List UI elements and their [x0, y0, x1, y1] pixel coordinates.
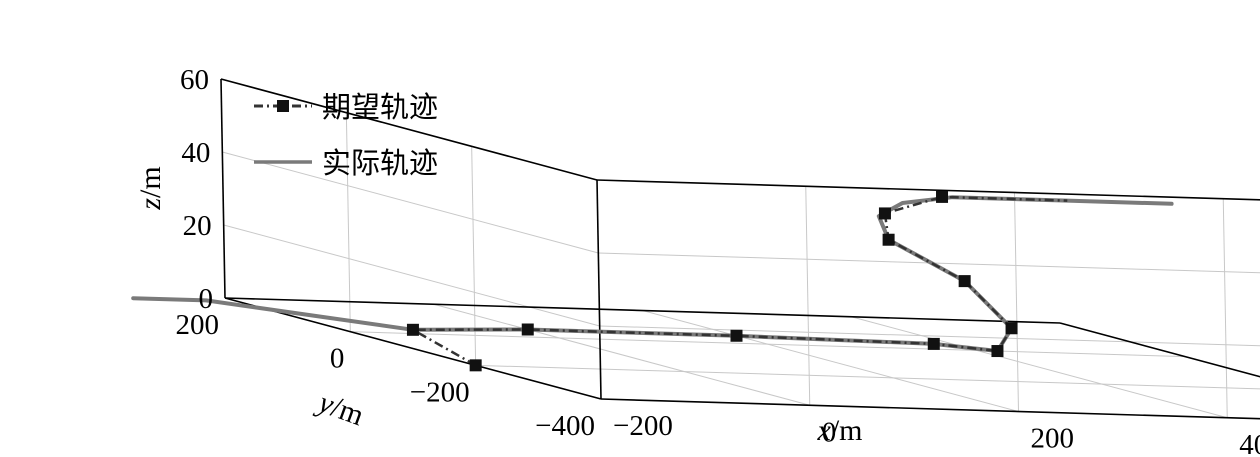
- grid-floor-y: [350, 331, 1186, 358]
- y-axis-label: y/m: [312, 385, 368, 432]
- legend-label-desired: 期望轨迹: [322, 90, 438, 124]
- grid-floor-x: [1059, 322, 1260, 378]
- desired-marker-point: [991, 345, 1004, 358]
- frame-edge: [224, 297, 1061, 324]
- z-tick-label: 0: [199, 283, 214, 315]
- grid-side-z: [222, 151, 599, 254]
- legend: 期望轨迹 实际轨迹: [254, 90, 438, 180]
- grid-side-y: [345, 112, 351, 332]
- y-tick-label: 200: [176, 309, 220, 341]
- z-axis-label: z/m: [134, 166, 167, 210]
- grid-floor-x: [851, 316, 1228, 419]
- legend-label-actual: 实际轨迹: [322, 146, 438, 180]
- z-axis-label-unit: /m: [134, 166, 167, 198]
- x-tick-label: 400: [1239, 429, 1260, 457]
- desired-marker-point: [927, 337, 940, 350]
- desired-marker-point: [469, 359, 482, 372]
- x-tick-label: 200: [1031, 423, 1075, 455]
- desired-marker-point: [882, 233, 895, 246]
- desired-marker-point: [730, 329, 743, 342]
- x-axis-label-var: x: [817, 414, 832, 447]
- desired-marker-point: [958, 275, 971, 288]
- y-tick-label: −200: [410, 376, 470, 408]
- frame-edge: [220, 78, 598, 181]
- frame-edge: [596, 179, 602, 400]
- x-tick-label: 0: [822, 416, 837, 448]
- frame-edge: [1059, 322, 1260, 378]
- grid-back-x: [1222, 198, 1228, 418]
- axes-frame: [220, 78, 1260, 420]
- y-tick-label: 0: [330, 343, 345, 375]
- x-axis-label-unit: /m: [831, 414, 863, 447]
- y-tick-label: −400: [535, 410, 595, 442]
- z-axis-label-var: z: [134, 198, 167, 211]
- grid-back-x: [1014, 192, 1019, 412]
- grid-side-z: [223, 224, 600, 327]
- series-desired-line: [411, 195, 1068, 367]
- grid-back-x: [805, 186, 811, 406]
- series-layer: [131, 190, 1174, 372]
- frame-edge: [596, 179, 1260, 201]
- desired-marker-point: [936, 190, 949, 203]
- grid-floor-x: [433, 303, 810, 406]
- grid-side-y: [471, 146, 477, 366]
- desired-marker-point: [878, 207, 891, 220]
- frame-edge: [220, 78, 226, 299]
- x-tick-label: −200: [613, 410, 673, 442]
- z-tick-label: 40: [181, 137, 210, 169]
- z-tick-label: 20: [183, 210, 212, 242]
- grid-floor-x: [642, 310, 1019, 412]
- desired-marker-point: [406, 323, 419, 336]
- grid-back-z: [598, 252, 1260, 274]
- frame-edge: [224, 297, 602, 400]
- desired-marker-point: [1005, 322, 1018, 335]
- legend-marker-desired: [277, 100, 289, 112]
- frame-edge: [600, 398, 1260, 420]
- x-axis-label: x/m: [817, 414, 863, 447]
- z-tick-label: 60: [180, 64, 209, 96]
- grid-lines: [220, 78, 1260, 420]
- desired-marker-point: [521, 323, 534, 336]
- grid-floor-y: [475, 364, 1260, 390]
